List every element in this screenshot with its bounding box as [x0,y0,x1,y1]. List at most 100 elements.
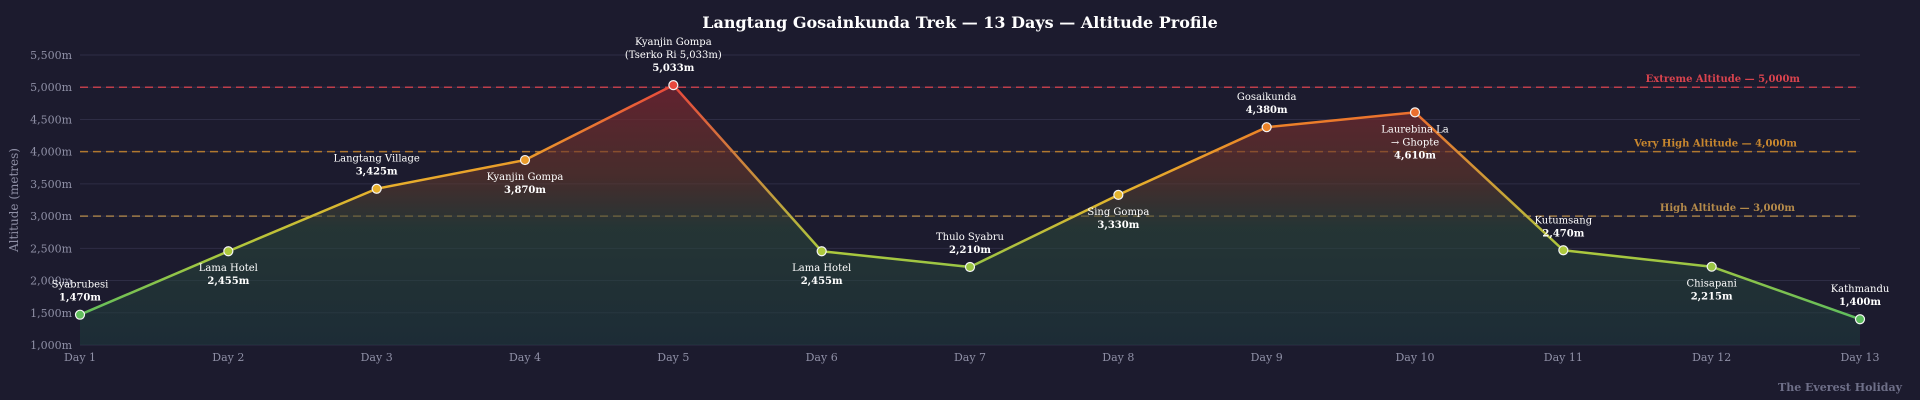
data-point [1409,107,1421,118]
data-point [816,246,827,257]
x-tick-label: Day 3 [361,351,393,364]
line-segment [1710,265,1862,321]
line-segment [820,249,972,269]
x-tick-label: Day 2 [212,351,244,364]
point-value-label: 1,400m [1839,297,1881,308]
x-tick-label: Day 8 [1102,351,1134,364]
y-axis-label: Altitude (metres) [7,148,21,253]
point-name-label: (Tserko Ri 5,033m) [625,50,722,61]
point-label: 2,470m Kutumsang [1535,215,1593,239]
point-value-label: 3,425m [356,167,398,178]
data-points [74,79,1866,325]
line-segment [1413,111,1565,252]
point-value-label: 2,455m [801,276,843,287]
data-point [371,183,382,194]
point-name-label: Gosaikunda [1237,92,1297,103]
point-name-label: Laurebina La [1381,124,1449,135]
point-label: 3,425m Langtang Village [333,154,419,178]
point-name-label: Lama Hotel [199,263,258,274]
point-name-label: Lama Hotel [792,263,851,274]
data-point [668,79,679,91]
line-segment [1562,249,1713,268]
x-tick-label: Day 11 [1544,351,1583,364]
data-point [1854,314,1866,325]
point-label: 5,033m Kyanjin Gompa (Tserko Ri 5,033m) [625,37,722,74]
x-tick-label: Day 5 [657,351,689,364]
line-segment [78,249,230,316]
x-tick-label: Day 6 [806,351,838,364]
credit-watermark: The Everest Holiday [1778,381,1903,394]
data-point [74,309,86,320]
point-value-label: 2,470m [1542,228,1584,239]
point-name-label: Sing Gompa [1087,207,1149,218]
point-name-label: Chisapani [1686,279,1736,290]
y-tick-label: 4,500m [30,113,72,126]
point-name-label: Kyanjin Gompa [635,37,712,48]
point-label: Laurebina La → Ghopte 4,610m [1381,124,1449,161]
point-label: 1,470m Syabrubesi [52,280,109,304]
y-tick-label: 5,500m [30,49,72,62]
point-label: Kyanjin Gompa 3,870m [487,172,564,196]
y-tick-label: 2,500m [30,242,72,255]
y-tick-label: 4,000m [30,146,72,159]
x-tick-label: Day 4 [509,351,541,364]
data-point [964,261,976,273]
x-tick-label: Day 13 [1840,351,1879,364]
x-axis-ticks: Day 1 Day 2 Day 3 Day 4 Day 5 Day 6 Day 7 Day 8… [64,351,1880,364]
x-tick-label: Day 12 [1692,351,1731,364]
point-label: 1,400m Kathmandu [1831,284,1890,308]
line-segment [968,193,1120,269]
data-point [1261,122,1272,133]
point-value-label: 3,330m [1097,220,1139,231]
altitude-area [80,85,1860,346]
data-point [519,154,531,166]
point-name-label: Thulo Syabru [936,232,1005,243]
x-tick-label: Day 9 [1251,351,1283,364]
point-labels: 1,470m Syabrubesi Lama Hotel 2,455m 3,425m La… [52,37,1890,308]
y-tick-label: 2,000m [30,275,72,288]
x-tick-label: Day 10 [1395,351,1434,364]
point-name-label: → Ghopte [1391,137,1439,148]
y-tick-label: 3,000m [30,210,72,223]
point-label: Lama Hotel 2,455m [199,263,258,287]
y-tick-label: 3,500m [30,178,72,191]
point-name-label: Kathmandu [1831,284,1890,295]
y-tick-label: 1,500m [30,307,72,320]
line-segment [672,83,823,253]
altitude-line [78,83,1862,321]
point-label: Chisapani 2,215m [1686,279,1736,303]
point-value-label: 2,210m [949,245,991,256]
point-value-label: 4,380m [1246,105,1288,116]
line-segment [227,187,378,253]
point-value-label: 2,455m [207,276,249,287]
point-name-label: Kutumsang [1535,215,1593,226]
line-segment [523,83,675,162]
data-point [1706,261,1717,272]
data-point [1558,245,1569,256]
x-tick-label: Day 1 [64,351,96,364]
point-value-label: 4,610m [1394,150,1436,161]
threshold-label: Very High Altitude — 4,000m [1633,139,1797,150]
data-point [1113,189,1124,200]
point-label: Sing Gompa 3,330m [1087,207,1149,231]
line-segment [375,158,527,190]
point-value-label: 3,870m [504,185,546,196]
point-label: Lama Hotel 2,455m [792,263,851,287]
y-tick-label: 5,000m [30,81,72,94]
point-value-label: 1,470m [59,293,101,304]
x-tick-label: Day 7 [954,351,986,364]
point-name-label: Langtang Village [333,154,419,165]
point-value-label: 5,033m [652,63,694,74]
point-label: 2,210m Thulo Syabru [936,232,1005,256]
point-label: 4,380m Gosaikunda [1237,92,1297,116]
y-axis-ticks: 1,000m 1,500m 2,000m 2,500m 3,000m 3,500m 4,00… [30,49,72,352]
point-value-label: 2,215m [1691,292,1733,303]
point-name-label: Syabrubesi [52,280,109,291]
data-point [223,246,234,257]
line-segment [1265,111,1417,129]
line-segment [1117,125,1268,197]
threshold-label: High Altitude — 3,000m [1660,203,1795,214]
threshold-lines: High Altitude — 3,000m Very High Altitude… [80,74,1860,217]
point-name-label: Kyanjin Gompa [487,172,564,183]
